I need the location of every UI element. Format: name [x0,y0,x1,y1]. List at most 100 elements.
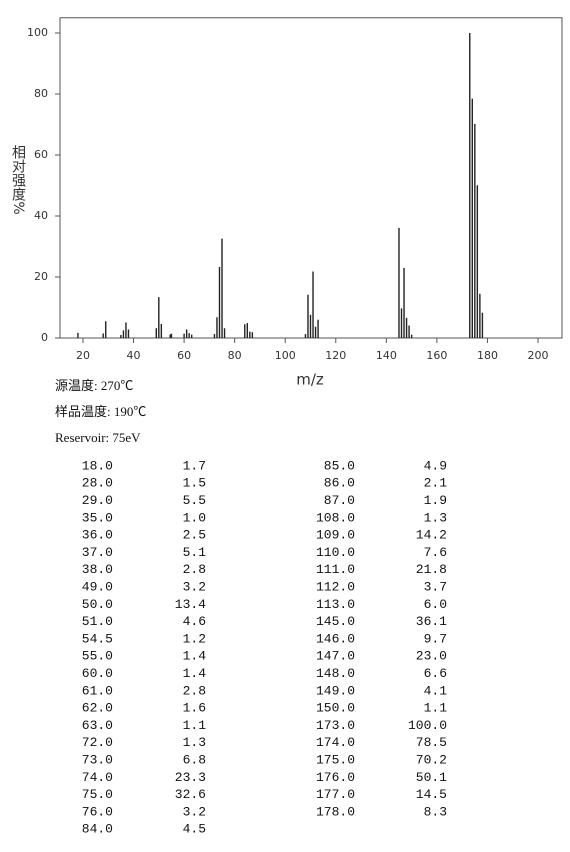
intensity-cell: 8.3 [424,804,447,819]
note: Reservoir: 75eV [55,430,141,445]
intensity-cell: 32.6 [175,787,206,802]
intensity-cell: 13.4 [175,597,206,612]
mz-cell: 61.0 [82,683,113,698]
intensity-cell: 1.4 [183,649,207,664]
mz-cell: 51.0 [82,614,113,629]
mz-cell: 146.0 [316,631,355,646]
mz-cell: 38.0 [82,562,113,577]
mz-cell: 75.0 [82,787,113,802]
intensity-cell: 1.3 [424,510,447,525]
mz-cell: 110.0 [316,545,355,560]
y-tick-label: 80 [34,87,48,100]
intensity-cell: 23.0 [416,649,447,664]
x-tick-label: 120 [325,349,346,362]
mz-cell: 37.0 [82,545,113,560]
mz-cell: 76.0 [82,804,113,819]
intensity-cell: 3.7 [424,580,447,595]
note: 样品温度: 190℃ [55,404,146,419]
intensity-cell: 1.4 [183,666,207,681]
intensity-cell: 2.5 [183,528,206,543]
plot-frame [59,17,563,339]
x-tick-label: 180 [477,349,498,362]
y-tick-label: 60 [34,148,48,161]
intensity-cell: 1.5 [183,476,206,491]
mz-cell: 174.0 [316,735,355,750]
x-tick-label: 60 [177,349,191,362]
y-tick-label: 0 [41,331,48,344]
intensity-cell: 7.6 [424,545,447,560]
mz-cell: 35.0 [82,510,113,525]
x-tick-label: 100 [275,349,296,362]
mz-cell: 150.0 [316,701,355,716]
intensity-cell: 6.8 [183,753,206,768]
mz-cell: 176.0 [316,770,355,785]
mz-cell: 173.0 [316,718,355,733]
intensity-cell: 1.1 [183,718,207,733]
mz-cell: 86.0 [324,476,355,491]
intensity-cell: 5.5 [183,493,206,508]
mz-cell: 73.0 [82,753,113,768]
mz-cell: 145.0 [316,614,355,629]
intensity-cell: 70.2 [416,753,447,768]
mz-cell: 74.0 [82,770,113,785]
mz-cell: 55.0 [82,649,113,664]
y-tick-label: 20 [34,270,48,283]
mz-cell: 29.0 [82,493,113,508]
mz-cell: 72.0 [82,735,113,750]
mz-cell: 109.0 [316,528,355,543]
mz-cell: 87.0 [324,493,355,508]
intensity-cell: 2.8 [183,683,206,698]
intensity-cell: 1.9 [424,493,447,508]
mz-cell: 111.0 [316,562,355,577]
mz-cell: 113.0 [316,597,355,612]
intensity-cell: 2.1 [424,476,448,491]
intensity-cell: 1.2 [183,631,206,646]
mz-cell: 49.0 [82,580,113,595]
intensity-cell: 14.2 [416,528,447,543]
mz-cell: 177.0 [316,787,355,802]
intensity-cell: 1.3 [183,735,206,750]
intensity-cell: 6.6 [424,666,447,681]
mz-cell: 85.0 [324,458,355,473]
x-tick-label: 140 [376,349,397,362]
intensity-cell: 23.3 [175,770,206,785]
intensity-cell: 5.1 [183,545,207,560]
mz-cell: 149.0 [316,683,355,698]
intensity-cell: 36.1 [416,614,447,629]
intensity-cell: 4.5 [183,822,206,837]
x-axis-label: m/z [296,371,324,389]
y-axis-label: 相对强度% [10,145,26,214]
mz-cell: 50.0 [82,597,113,612]
x-tick-label: 40 [127,349,141,362]
x-tick-label: 160 [426,349,447,362]
intensity-cell: 1.0 [183,510,206,525]
intensity-cell: 4.9 [424,458,447,473]
intensity-cell: 2.8 [183,562,206,577]
x-tick-label: 80 [228,349,242,362]
y-tick-label: 100 [27,26,48,39]
intensity-cell: 21.8 [416,562,447,577]
mz-cell: 60.0 [82,666,113,681]
mz-cell: 147.0 [316,649,355,664]
intensity-cell: 3.2 [183,804,206,819]
intensity-cell: 14.5 [416,787,447,802]
intensity-cell: 78.5 [416,735,447,750]
intensity-cell: 9.7 [424,631,447,646]
mz-cell: 18.0 [82,458,113,473]
intensity-cell: 6.0 [424,597,447,612]
intensity-cell: 1.7 [183,458,206,473]
intensity-cell: 4.1 [424,683,448,698]
intensity-cell: 100.0 [408,718,447,733]
intensity-cell: 4.6 [183,614,206,629]
mz-cell: 108.0 [316,510,355,525]
intensity-cell: 1.6 [183,701,206,716]
mz-cell: 84.0 [82,822,113,837]
intensity-cell: 1.1 [424,701,448,716]
mz-cell: 178.0 [316,804,355,819]
mz-cell: 175.0 [316,753,355,768]
mz-cell: 28.0 [82,476,113,491]
mz-cell: 62.0 [82,701,113,716]
mz-cell: 36.0 [82,528,113,543]
mz-cell: 63.0 [82,718,113,733]
